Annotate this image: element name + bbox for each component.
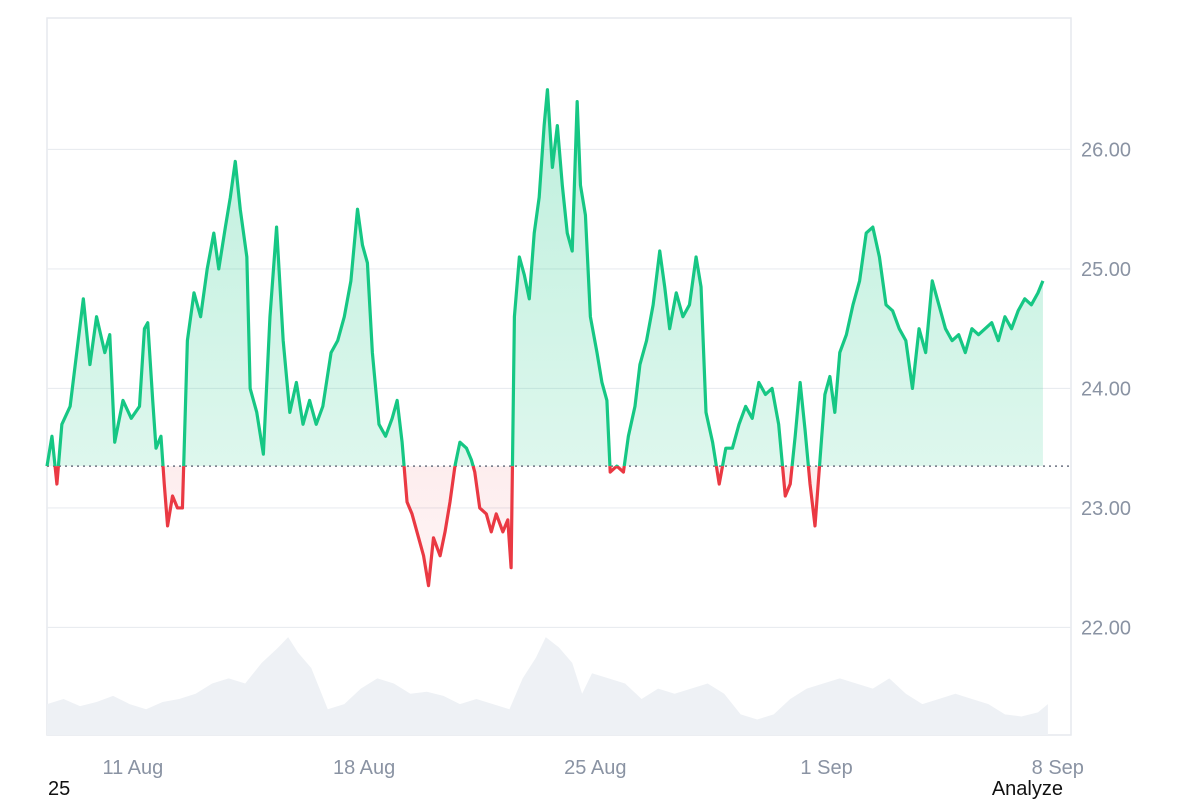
y-tick-label: 26.00 [1081,139,1131,161]
price-line [45,88,1045,588]
y-tick-label: 22.00 [1081,617,1131,639]
y-tick-label: 23.00 [1081,498,1131,520]
price-line-above [45,88,1045,467]
price-area [47,89,1043,586]
analyze-button[interactable]: Analyze [991,778,1063,800]
footer-left-label: 25 [48,778,71,800]
y-axis-ticks: 22.00 23.00 24.00 25.00 26.00 [1081,139,1131,639]
x-axis-ticks: 11 Aug 18 Aug 25 Aug 1 Sep 8 Sep [102,757,1083,779]
x-tick-label: 25 Aug [564,757,626,779]
y-tick-label: 25.00 [1081,259,1131,281]
x-tick-label: 8 Sep [1032,757,1084,779]
volume-shape [47,637,1048,735]
x-tick-label: 1 Sep [800,757,852,779]
volume-area [47,637,1048,735]
area-above-baseline [47,89,1043,467]
x-tick-label: 11 Aug [102,757,163,779]
x-tick-label: 18 Aug [333,757,395,779]
y-tick-label: 24.00 [1081,378,1131,400]
